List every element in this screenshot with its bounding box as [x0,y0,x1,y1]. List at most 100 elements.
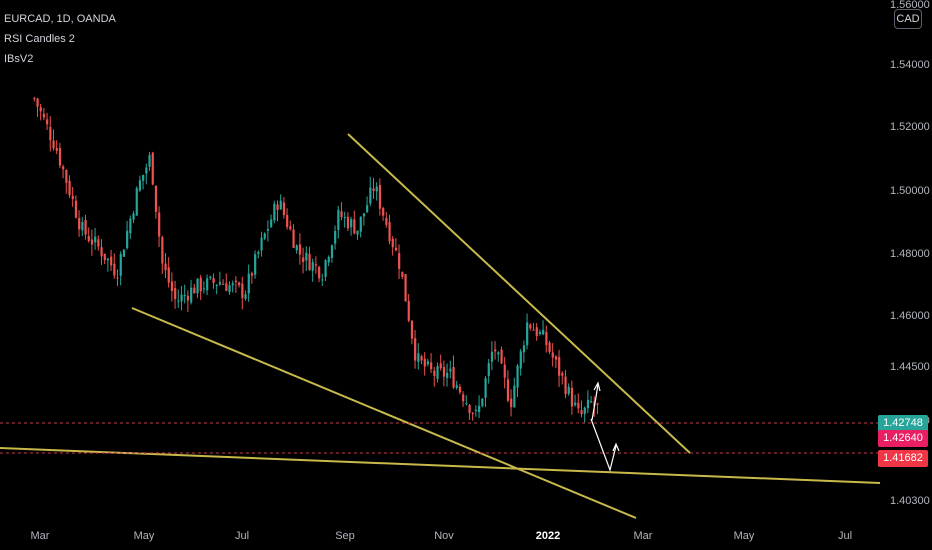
candle-body [375,186,378,192]
price-tick-label: 1.44500 [890,361,930,373]
candle-body [183,294,186,296]
candle-body [430,362,433,370]
candle-body [260,237,263,251]
candle-body [74,200,78,218]
candle-body [487,363,490,377]
candle-body [404,274,407,302]
price-tick-label: 1.46000 [890,310,930,322]
candle-body [110,256,113,266]
price-tick-label: 1.50000 [890,185,930,197]
arrow-head-icon [612,442,620,452]
candle-body [94,236,97,243]
candle-body [500,349,503,364]
candle-body [561,373,564,376]
level-price-tag-low: 1.41682 [878,450,928,467]
candle-body [302,257,305,262]
symbol-legend[interactable]: EURCAD, 1D, OANDA [4,13,116,25]
candle-body [132,213,135,220]
candle-body [241,283,244,299]
candle-body [103,253,106,260]
candle-body [570,387,574,407]
currency-badge[interactable]: CAD [894,9,922,29]
candle-body [279,200,282,210]
candle-body [366,205,369,213]
candle-body [298,244,302,255]
candle-body [119,254,122,276]
candle-body [378,184,382,209]
candle-body [97,239,100,247]
candle-body [218,282,222,285]
candle-body [535,327,538,337]
indicator-legend-ibsv2[interactable]: IBsV2 [4,53,34,65]
candle-body [506,379,510,401]
candle-body [465,403,468,405]
candle-body [180,294,183,302]
candle-body [193,287,196,294]
candle-body [356,230,359,235]
candle-body [564,376,567,395]
candle-body [311,262,314,271]
candle-body [190,287,193,303]
candle-body [538,331,542,334]
candle-body [529,324,532,329]
candle-body [154,185,158,212]
candle-body [385,217,388,225]
candle-body [574,402,577,406]
candle-body [417,353,420,362]
candle-body [382,207,385,216]
candle-body [324,260,327,277]
candle-body [138,180,142,191]
candle-body [62,166,65,170]
candle-body [554,356,558,360]
candle-body [244,294,247,299]
price-tick-label: 1.56000 [890,0,930,11]
candle-body [126,230,129,248]
time-tick-label: Mar [634,530,653,542]
candle-body [270,219,273,227]
indicator-legend-rsi-candles[interactable]: RSI Candles 2 [4,33,75,45]
candle-body [58,148,62,166]
forecast-arrow-up [591,383,599,421]
candle-body [558,357,561,376]
candle-body [542,329,545,335]
candle-body [490,351,494,362]
candle-body [462,394,465,402]
candle-body [532,329,535,331]
candle-body [471,412,474,414]
candle-body [452,366,455,388]
candle-body [446,372,449,378]
candle-body [439,363,442,369]
candle-body [250,273,254,276]
candle-body [39,107,42,112]
candle-body [423,358,426,367]
candle-body [292,229,295,248]
candle-body [164,263,167,271]
candle-body [52,140,55,149]
candle-body [327,257,330,263]
candle-body [391,238,394,248]
candle-body [503,364,506,378]
candle-body [340,211,343,218]
candle-body [596,403,599,405]
candle-body [36,98,39,107]
candle-body [436,366,439,379]
candle-body [212,278,215,283]
candle-body [388,222,391,242]
candle-body [206,278,209,291]
time-tick-label: 2022 [536,530,560,542]
time-tick-label: Mar [31,530,50,542]
candle-body [238,282,241,285]
candle-body [68,180,71,196]
candle-body [266,229,270,231]
candle-body [455,385,458,388]
candle-body [55,148,58,151]
candle-body [282,202,286,216]
price-tick-label: 1.48000 [890,248,930,260]
candle-body [177,300,180,302]
candle-body [516,365,519,388]
candle-body [545,332,548,346]
candle-body [494,349,497,352]
price-tick-label: 1.52000 [890,121,930,133]
candle-body [497,352,500,355]
